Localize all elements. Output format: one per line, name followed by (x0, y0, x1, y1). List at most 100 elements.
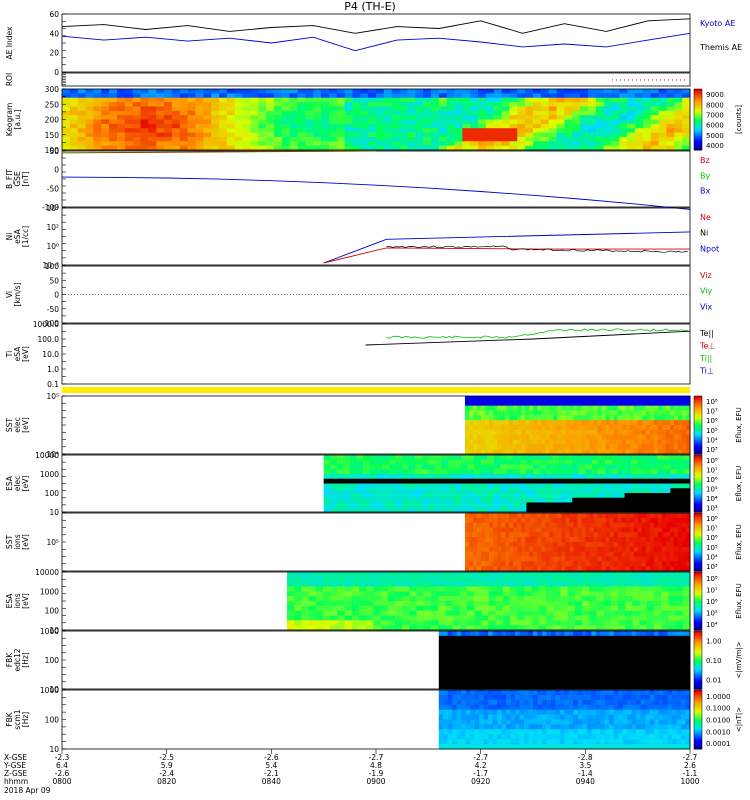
sst_e-cell (505, 400, 510, 407)
fbk_e-cell (672, 640, 677, 646)
keogram-cell (195, 119, 204, 125)
keogram-cell (556, 93, 565, 99)
keogram-colorbar-cell (694, 131, 702, 135)
keogram-cell (85, 89, 94, 94)
esa_i-cell (416, 601, 425, 607)
fbk_e-cell (497, 655, 502, 661)
esa_e-cell (506, 483, 514, 489)
fbk_e-cell (447, 684, 453, 690)
fbk_b-cell (461, 694, 467, 701)
sst_i-cell (577, 546, 582, 553)
sst_i-cell (485, 551, 490, 557)
esa_i-colorbar-cell (694, 597, 702, 600)
fbk_e-cell (456, 660, 462, 666)
esa_e-cell (676, 464, 684, 470)
sst_i-cell (633, 532, 639, 538)
sst_i-cell (589, 537, 594, 543)
keogram-cell (556, 89, 565, 94)
keogram-cell (242, 115, 251, 120)
sst_e-cell (681, 400, 687, 407)
esa_i-cell (560, 596, 569, 602)
sst_e-cell (561, 434, 566, 440)
esa_e-cell (683, 464, 691, 470)
keogram-cell (219, 132, 228, 138)
fbk_b-cell (447, 739, 453, 745)
sst_e-cell (625, 425, 631, 431)
keogram-cell (211, 132, 220, 138)
keogram-cell (281, 89, 291, 94)
fbk_e-cell (667, 650, 673, 656)
sst_e-cell (489, 439, 494, 445)
sst_e-cell (533, 434, 538, 440)
esa_i-cell (574, 596, 583, 602)
fbk_e-cell (524, 650, 529, 656)
sst_e-cell (613, 396, 619, 402)
fbk_e-cell (447, 645, 453, 651)
esa_i-cell (531, 620, 540, 626)
esa_i-cell (661, 625, 669, 631)
esa_i-cell (452, 605, 461, 612)
sst_i-cell (653, 556, 659, 562)
fbk_e-cell (600, 664, 606, 671)
sst_e-cell (468, 405, 474, 411)
esa_e-cell (434, 478, 442, 484)
esa_i-cell (510, 576, 518, 583)
sst_e-cell (477, 449, 482, 455)
fbk_e-cell (649, 660, 655, 666)
sst_i-cell (513, 556, 518, 562)
keogram-cell (234, 141, 243, 147)
fbk_e-cell (672, 645, 677, 651)
fbk_e-cell (550, 669, 556, 675)
fbk_b-cell (443, 744, 449, 750)
esa_e-cell (604, 497, 612, 503)
esa_i-cell (287, 625, 295, 631)
keogram-cell (148, 132, 157, 138)
keogram-cell (187, 136, 196, 142)
esa_i-cell (409, 605, 417, 612)
keogram-cell (415, 141, 424, 147)
sst_e-cell (565, 410, 570, 416)
keogram-cell (438, 136, 448, 142)
esa_i-cell (481, 596, 489, 602)
keogram-cell (674, 97, 683, 103)
esa_i-cell (315, 576, 324, 583)
keogram-cell (211, 106, 220, 112)
sst_e-cell (629, 396, 635, 402)
sst_e-cell (665, 444, 671, 450)
fbk_e-cell (528, 631, 534, 637)
esa_e-cell (480, 469, 488, 475)
esa_i-cell (308, 625, 317, 631)
esa_e-cell (533, 507, 540, 513)
keogram-cell (383, 106, 393, 112)
sst_e-cell (641, 415, 647, 421)
sst_i-colorbar-cell (694, 528, 702, 531)
keogram-cell (462, 89, 471, 94)
esa_e-cell (637, 483, 645, 489)
esa_e-cell (506, 502, 514, 508)
keogram-cell (407, 132, 416, 138)
fbk_e-cell (479, 650, 485, 656)
esa_i-cell (495, 615, 504, 621)
esa_i-cell (466, 572, 475, 578)
keogram-cell (289, 141, 298, 147)
fbk_e-cell (645, 631, 651, 637)
sst_e-cell (529, 444, 534, 450)
esa_i-cell (654, 620, 662, 626)
esa_e-cell (376, 469, 383, 475)
esa_e-cell (572, 488, 580, 494)
sst_e-cell (497, 420, 502, 426)
esa_e-cell (349, 455, 357, 461)
esa_i-colorbar-cell (694, 572, 702, 575)
keogram-cell (564, 132, 573, 138)
sst_e-cell (513, 425, 518, 431)
fbk_e-colorbar-label: 0.10 (706, 657, 722, 665)
esa_e-cell (644, 502, 652, 508)
sst_i-cell (577, 517, 582, 524)
esa_i-cell (466, 601, 475, 607)
esa_i-cell (315, 625, 324, 631)
fbk_e-cell (595, 640, 601, 646)
sst_e-cell (585, 439, 590, 445)
sst_i-cell (681, 542, 687, 548)
esa_i-cell (358, 596, 367, 602)
keogram-cell (234, 123, 243, 129)
